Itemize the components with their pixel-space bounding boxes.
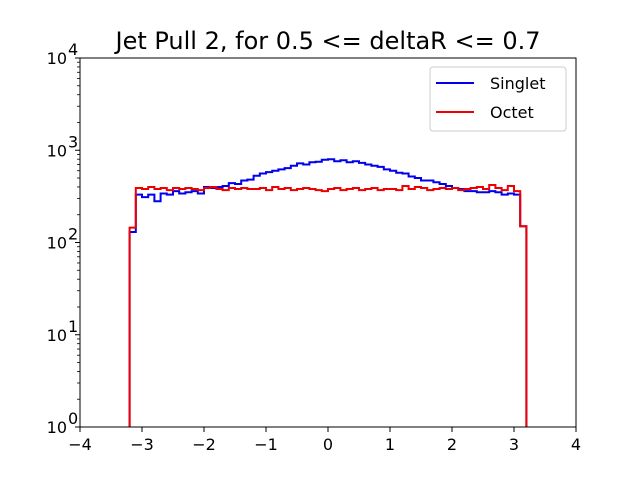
y-tick-label: 10	[47, 234, 67, 253]
y-tick-exponent: 2	[68, 225, 78, 244]
y-tick-exponent: 0	[68, 409, 78, 428]
x-axis: −4 −3 −2 −1 0 1 2 3 4	[68, 427, 581, 454]
x-tick-label: 0	[323, 435, 333, 454]
y-tick-exponent: 4	[68, 40, 78, 59]
legend-label-octet: Octet	[490, 103, 534, 122]
series-layer	[128, 158, 528, 427]
y-tick-label: 10	[47, 418, 67, 437]
x-tick-label: −3	[130, 435, 154, 454]
chart-title: Jet Pull 2, for 0.5 <= deltaR <= 0.7	[113, 27, 540, 55]
y-tick-exponent: 1	[68, 317, 78, 336]
x-tick-label: 4	[571, 435, 581, 454]
series-line-octet	[128, 184, 528, 427]
x-tick-label: 2	[447, 435, 457, 454]
y-tick-label: 10	[47, 141, 67, 160]
x-tick-label: −4	[68, 435, 92, 454]
legend-label-singlet: Singlet	[490, 74, 545, 93]
x-tick-label: −2	[192, 435, 216, 454]
y-tick-label: 10	[47, 326, 67, 345]
x-tick-label: 1	[385, 435, 395, 454]
x-tick-label: −1	[254, 435, 278, 454]
y-tick-exponent: 3	[68, 132, 78, 151]
x-tick-label: 3	[509, 435, 519, 454]
y-tick-label: 10	[47, 49, 67, 68]
legend: Singlet Octet	[429, 66, 567, 132]
